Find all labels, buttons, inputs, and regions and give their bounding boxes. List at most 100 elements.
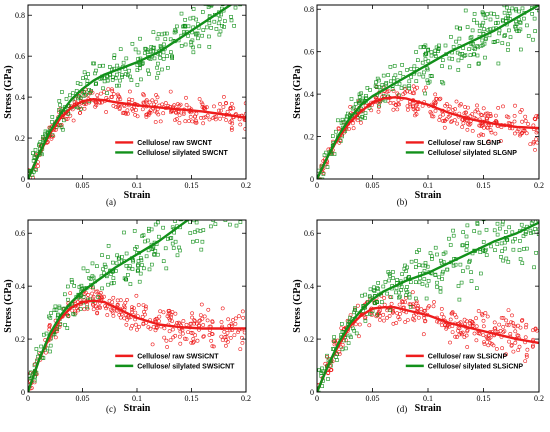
- raw-scatter-point: [385, 315, 390, 320]
- y-tick-label: 0.8: [304, 5, 314, 14]
- silylated-scatter-point: [398, 294, 402, 299]
- silylated-scatter-point: [506, 260, 511, 264]
- silylated-scatter-point: [325, 353, 329, 358]
- silylated-scatter-point: [85, 305, 89, 310]
- silylated-scatter-point: [166, 237, 170, 241]
- silylated-scatter-point: [451, 45, 456, 49]
- silylated-scatter-point: [165, 31, 169, 36]
- raw-scatter-point: [520, 119, 525, 124]
- silylated-scatter-point: [425, 283, 430, 288]
- silylated-scatter-point: [426, 48, 431, 52]
- silylated-scatter-point: [440, 271, 445, 276]
- raw-scatter-point: [161, 310, 166, 315]
- raw-scatter-point: [203, 115, 208, 120]
- raw-scatter-point: [193, 333, 198, 338]
- silylated-scatter-point: [482, 41, 487, 46]
- silylated-scatter-point: [32, 155, 37, 159]
- silylated-scatter-point: [69, 277, 74, 282]
- data-marks: [28, 170, 246, 392]
- raw-scatter-point: [422, 315, 427, 320]
- raw-scatter-point: [124, 322, 129, 327]
- silylated-scatter-point: [33, 148, 38, 152]
- silylated-scatter-point: [493, 248, 497, 252]
- silylated-scatter-point: [476, 62, 481, 66]
- silylated-scatter-point: [197, 44, 202, 49]
- silylated-scatter-point: [126, 73, 130, 77]
- raw-scatter-point: [130, 107, 135, 111]
- silylated-scatter-point: [204, 205, 207, 208]
- silylated-scatter-point: [349, 97, 354, 101]
- silylated-scatter-point: [356, 98, 361, 103]
- raw-scatter-point: [51, 134, 56, 139]
- raw-scatter-point: [168, 89, 173, 94]
- raw-scatter-point: [450, 310, 455, 315]
- silylated-scatter-point: [111, 276, 116, 281]
- silylated-scatter-point: [380, 83, 385, 87]
- raw-scatter-point: [116, 97, 120, 102]
- raw-scatter-point: [534, 114, 539, 119]
- silylated-scatter-point: [130, 267, 135, 271]
- silylated-scatter-point: [114, 261, 119, 266]
- silylated-scatter-point: [133, 47, 138, 52]
- raw-scatter-point: [110, 89, 115, 93]
- silylated-scatter-point: [229, 15, 233, 19]
- raw-scatter-point: [479, 124, 484, 128]
- raw-scatter-point: [447, 104, 452, 109]
- silylated-scatter-point: [493, 39, 497, 44]
- silylated-scatter-point: [82, 70, 87, 75]
- silylated-scatter-point: [123, 277, 128, 282]
- raw-scatter-point: [443, 322, 448, 327]
- raw-scatter-point: [209, 338, 214, 343]
- silylated-scatter-point: [534, 0, 537, 2]
- raw-scatter-point: [198, 313, 203, 318]
- raw-scatter-point: [509, 320, 514, 325]
- raw-scatter-point: [486, 139, 491, 144]
- raw-scatter-point: [106, 87, 111, 92]
- raw-scatter-point: [194, 321, 199, 326]
- raw-scatter-point: [518, 133, 522, 138]
- raw-scatter-point: [176, 320, 181, 325]
- silylated-scatter-point: [159, 216, 162, 219]
- raw-scatter-point: [134, 293, 139, 298]
- silylated-scatter-point: [200, 210, 203, 213]
- silylated-scatter-point: [420, 60, 425, 65]
- raw-scatter-point: [497, 322, 502, 327]
- silylated-scatter-point: [191, 239, 195, 244]
- silylated-scatter-point: [529, 231, 533, 235]
- raw-scatter-point: [423, 85, 428, 90]
- raw-scatter-point: [525, 347, 530, 352]
- silylated-scatter-point: [46, 314, 51, 319]
- raw-scatter-point: [163, 101, 168, 105]
- silylated-scatter-point: [500, 222, 505, 227]
- silylated-scatter-point: [340, 347, 345, 352]
- silylated-scatter-point: [169, 236, 174, 240]
- silylated-scatter-point: [204, 212, 207, 215]
- silylated-scatter-point: [469, 35, 474, 39]
- silylated-scatter-point: [232, 170, 235, 173]
- raw-scatter-point: [500, 346, 505, 351]
- raw-scatter-point: [128, 326, 133, 331]
- silylated-scatter-point: [465, 244, 469, 248]
- silylated-scatter-point: [85, 79, 90, 83]
- silylated-scatter-point: [322, 153, 327, 157]
- raw-scatter-point: [524, 354, 529, 359]
- raw-scatter-point: [202, 314, 207, 319]
- raw-scatter-point: [438, 114, 443, 119]
- silylated-scatter-point: [461, 269, 465, 273]
- silylated-series-line: [317, 5, 539, 179]
- raw-scatter-point: [408, 90, 413, 95]
- raw-scatter-point: [523, 359, 528, 364]
- silylated-scatter-point: [136, 264, 140, 268]
- raw-scatter-point: [71, 118, 76, 123]
- silylated-scatter-point: [520, 6, 525, 11]
- silylated-scatter-point: [108, 65, 112, 69]
- raw-scatter-point: [151, 324, 156, 329]
- silylated-scatter-point: [430, 254, 434, 259]
- silylated-scatter-point: [124, 251, 129, 256]
- silylated-scatter-point: [325, 165, 330, 169]
- silylated-scatter-point: [503, 246, 507, 251]
- raw-scatter-point: [488, 114, 493, 118]
- silylated-scatter-point: [165, 54, 169, 58]
- silylated-scatter-point: [500, 209, 503, 212]
- raw-scatter-point: [506, 308, 511, 313]
